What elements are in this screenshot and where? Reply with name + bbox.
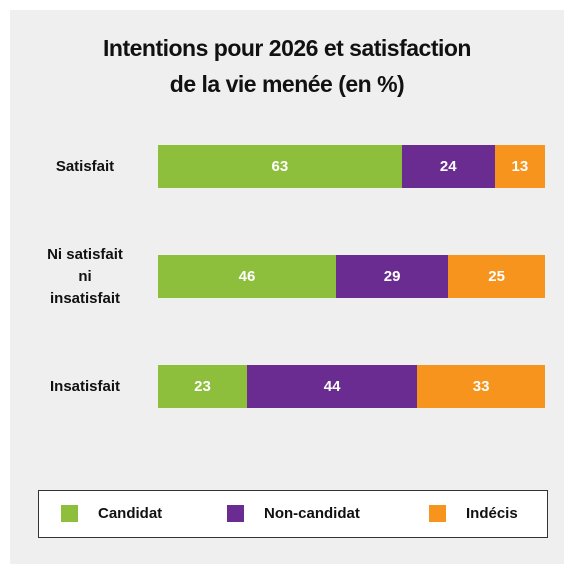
bar-segment (417, 365, 545, 408)
legend: Candidat Non-candidat Indécis (38, 490, 548, 538)
category-label: Satisfait (55, 157, 115, 175)
bar-segment (158, 365, 247, 408)
legend-label: Non-candidat (264, 505, 360, 522)
bar-segment (158, 145, 402, 188)
bar-segment (336, 255, 449, 298)
value-label: 33 (472, 378, 490, 395)
bar-segment (494, 145, 545, 188)
legend-swatch (227, 505, 244, 522)
value-label: 63 (271, 158, 289, 175)
value-label: 46 (238, 268, 256, 285)
bar-segment (247, 365, 418, 408)
value-label: 29 (383, 268, 401, 285)
value-label: 24 (439, 158, 457, 175)
bar-segment (448, 255, 545, 298)
chart-title: Intentions pour 2026 et satisfaction de … (103, 35, 471, 97)
legend-swatch (429, 505, 446, 522)
bar-segment (401, 145, 495, 188)
category-label: Ni satisfait ni insatisfait (47, 245, 123, 307)
value-label: 25 (488, 268, 505, 285)
value-label: 44 (323, 378, 341, 395)
legend-label: Candidat (98, 505, 163, 522)
legend-swatch (61, 505, 78, 522)
legend-label: Indécis (466, 505, 518, 522)
category-label: Insatisfait (49, 377, 121, 395)
value-label: 23 (194, 378, 211, 395)
bar-segment (158, 255, 337, 298)
value-label: 13 (511, 158, 529, 175)
